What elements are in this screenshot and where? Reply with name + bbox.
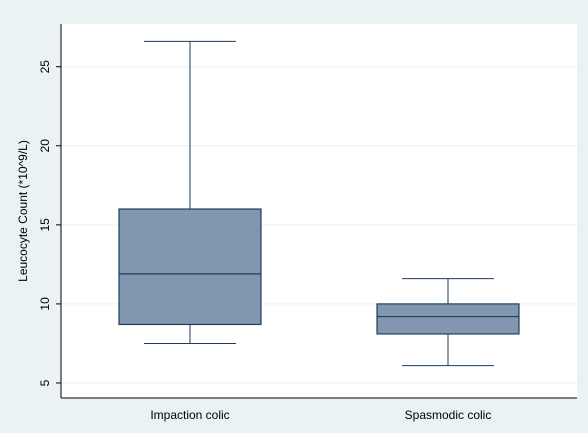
y-tick-label: 10 xyxy=(38,297,52,311)
y-axis-label: Leucocyte Count (*10^9/L) xyxy=(16,140,30,282)
y-ticks: 5 10 15 20 25 xyxy=(38,60,61,386)
y-tick-label: 15 xyxy=(38,218,52,232)
x-ticks: Impaction colic Spasmodic colic xyxy=(150,408,491,422)
x-tick-label: Impaction colic xyxy=(150,408,229,422)
y-tick-label: 25 xyxy=(38,60,52,74)
y-tick-label: 20 xyxy=(38,139,52,153)
y-tick-label: 5 xyxy=(38,379,52,386)
box-body xyxy=(118,208,262,326)
x-tick-label: Spasmodic colic xyxy=(405,408,492,422)
box-body xyxy=(376,303,520,335)
boxes xyxy=(118,40,520,367)
